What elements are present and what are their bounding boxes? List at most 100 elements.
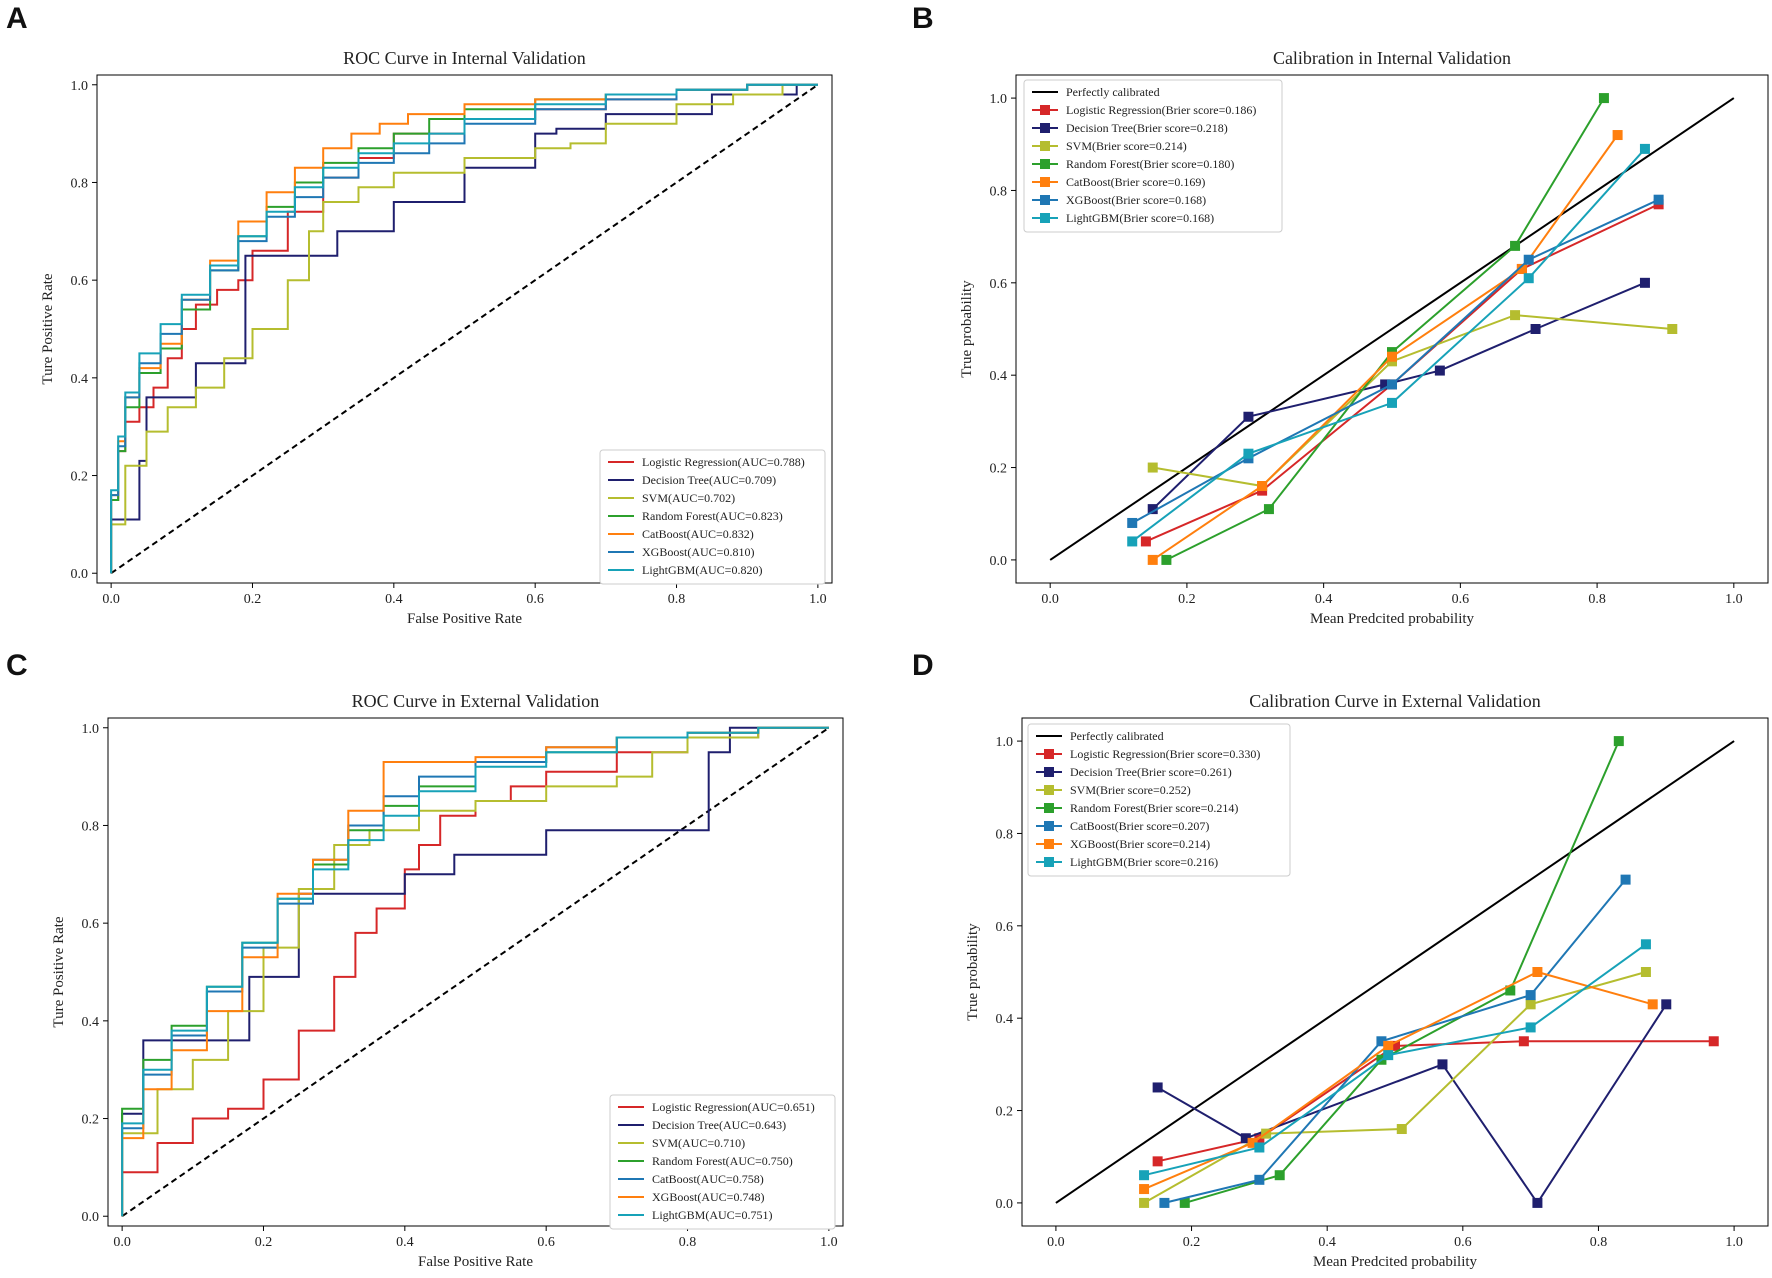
legend-label: SVM(AUC=0.702) (642, 491, 735, 505)
series-marker (1257, 481, 1268, 492)
y-tick-label: 0.6 (996, 920, 1014, 935)
x-tick-label: 0.8 (1590, 1235, 1608, 1250)
y-tick-label: 0.2 (71, 470, 89, 485)
series-line-1 (1152, 281, 1646, 510)
y-tick-label: 0.8 (82, 819, 100, 834)
y-tick-label: 0.4 (82, 1015, 100, 1030)
legend-label: XGBoost(Brier score=0.214) (1070, 837, 1210, 851)
x-tick-label: 0.6 (1452, 592, 1470, 607)
y-tick-label: 0.8 (71, 176, 89, 191)
series-marker (1152, 1156, 1163, 1167)
x-tick-label: 0.8 (1588, 592, 1606, 607)
x-tick-label: 0.2 (1183, 1235, 1201, 1250)
chance-diagonal-line (121, 726, 830, 1218)
x-tick-label: 0.2 (255, 1235, 273, 1250)
x-tick-label: 0.2 (244, 592, 262, 607)
legend-label: Decision Tree(AUC=0.643) (652, 1118, 786, 1132)
y-axis-label: Ture Positive Rate (40, 273, 56, 384)
series-marker (1653, 194, 1664, 205)
legend-label: Decision Tree(AUC=0.709) (642, 473, 776, 487)
x-tick-label: 0.0 (1047, 1235, 1065, 1250)
legend-marker (1040, 213, 1050, 223)
y-tick-label: 1.0 (996, 735, 1014, 750)
x-axis-label: Mean Predcited probability (1313, 1254, 1478, 1270)
series-marker (1387, 351, 1397, 362)
chart-title: ROC Curve in External Validation (352, 691, 600, 711)
panel-letter: B (912, 2, 934, 35)
y-tick-label: 1.0 (990, 92, 1008, 107)
series-line-0 (121, 726, 829, 1217)
series-marker (1380, 379, 1391, 390)
series-marker (1263, 504, 1274, 515)
y-tick-label: 0.4 (990, 369, 1008, 384)
series-marker (1152, 1082, 1163, 1093)
legend-label: SVM(Brier score=0.252) (1070, 783, 1191, 797)
x-tick-label: 0.4 (385, 592, 403, 607)
series-marker (1437, 1059, 1448, 1070)
axes-frame (107, 717, 844, 1227)
y-tick-label: 0.0 (990, 554, 1008, 569)
series-marker (1147, 462, 1158, 473)
legend-label: LightGBM(AUC=0.751) (652, 1208, 772, 1222)
legend-label: Logistic Regression(AUC=0.651) (652, 1100, 815, 1114)
legend-marker (1040, 159, 1050, 169)
series-line-2 (1152, 314, 1673, 488)
series-marker (1243, 448, 1254, 459)
x-tick-label: 0.0 (1041, 592, 1059, 607)
perfect-calibration-line (1055, 740, 1735, 1204)
series-marker (1387, 379, 1397, 390)
y-tick-label: 0.6 (990, 277, 1008, 292)
legend-label: SVM(AUC=0.710) (652, 1136, 745, 1150)
x-tick-label: 0.8 (679, 1235, 697, 1250)
legend-label: Random Forest(Brier score=0.214) (1070, 801, 1238, 815)
series-marker (1505, 985, 1516, 996)
legend-marker (1044, 749, 1054, 759)
series-marker (1640, 967, 1651, 977)
series-marker (1523, 254, 1534, 265)
series-marker (1532, 967, 1543, 977)
panel-letter: A (6, 2, 28, 35)
series-marker (1530, 324, 1541, 334)
y-tick-label: 0.8 (996, 827, 1014, 842)
legend-marker (1044, 839, 1054, 849)
legend-marker (1044, 857, 1054, 867)
panel-letter: C (6, 649, 28, 682)
x-tick-label: 0.2 (1178, 592, 1196, 607)
series-line-6 (121, 726, 829, 1217)
x-axis-label: Mean Predcited probability (1310, 611, 1475, 627)
legend-marker (1040, 177, 1050, 187)
y-axis-label: Ture Positive Rate (51, 916, 67, 1027)
x-tick-label: 1.0 (1725, 592, 1743, 607)
legend-marker (1044, 767, 1054, 777)
x-tick-label: 1.0 (809, 592, 827, 607)
series-line-2 (110, 83, 818, 574)
x-tick-label: 0.0 (113, 1235, 131, 1250)
legend-box (609, 1094, 836, 1230)
y-tick-label: 0.0 (71, 567, 89, 582)
x-axis-label: False Positive Rate (407, 611, 522, 627)
series-marker (1510, 240, 1521, 251)
legend-label: LightGBM(Brier score=0.216) (1070, 855, 1218, 869)
chart-title: ROC Curve in Internal Validation (343, 48, 586, 68)
panel-c: C ROC Curve in External Validation 0.0 0.0 0… (6, 649, 844, 1270)
y-tick-label: 0.6 (71, 274, 89, 289)
series-marker (1383, 1040, 1394, 1051)
series-marker (1387, 397, 1397, 408)
series-marker (1640, 939, 1651, 950)
y-tick-label: 0.4 (996, 1012, 1014, 1027)
panel-a: A ROC Curve in Internal Validation 0.0 0.0 0… (6, 2, 833, 627)
series-marker (1516, 263, 1527, 274)
legend-label: CatBoost(AUC=0.758) (652, 1172, 764, 1186)
panel-d: D Calibration Curve in External Validatio… (912, 649, 1769, 1270)
legend-label: XGBoost(AUC=0.748) (652, 1190, 764, 1204)
x-axis-label: False Positive Rate (418, 1254, 533, 1270)
legend-label: Decision Tree(Brier score=0.218) (1066, 121, 1228, 135)
x-tick-label: 0.6 (526, 592, 544, 607)
x-tick-label: 1.0 (1725, 1235, 1743, 1250)
panel-b: B Calibration in Internal Validation 0.0 0.… (912, 2, 1769, 627)
axes-frame (1015, 74, 1769, 584)
legend-label: Perfectly calibrated (1066, 85, 1160, 99)
x-tick-label: 0.4 (1315, 592, 1333, 607)
series-line-6 (110, 83, 818, 574)
